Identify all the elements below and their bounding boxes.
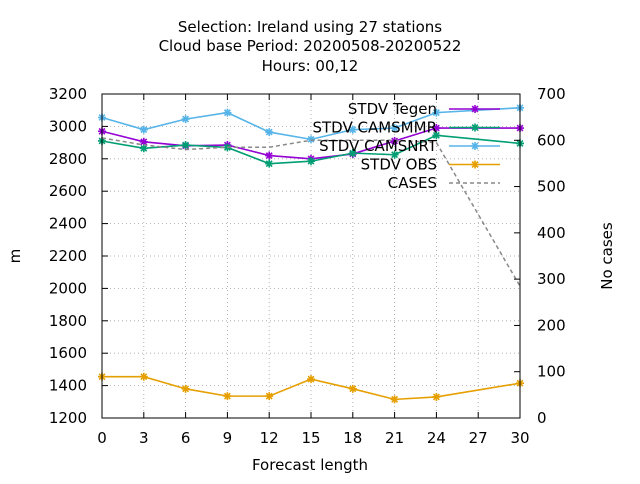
y-tick-label: 1200 xyxy=(49,409,87,427)
y-tick-label: 2000 xyxy=(49,279,87,297)
data-point xyxy=(307,157,315,166)
x-axis-label: Forecast length xyxy=(252,456,368,474)
data-point xyxy=(390,395,399,404)
y-tick-label: 1800 xyxy=(49,312,87,330)
data-point xyxy=(432,392,441,401)
y2-tick-label: 100 xyxy=(537,363,566,381)
x-tick-label: 18 xyxy=(343,429,362,447)
title-line-2: Cloud base Period: 20200508-20200522 xyxy=(159,37,462,55)
data-point xyxy=(265,128,274,137)
y2-axis-label: No cases xyxy=(598,222,616,290)
y2-tick-label: 600 xyxy=(537,131,566,149)
data-point xyxy=(307,375,315,384)
y2-tick-label: 700 xyxy=(537,85,566,103)
y-tick-label: 2800 xyxy=(49,150,87,168)
data-point xyxy=(432,131,441,140)
legend-marker xyxy=(471,160,479,169)
data-point xyxy=(432,108,441,117)
data-point xyxy=(181,141,190,150)
legend-label: STDV CAMSMMR xyxy=(312,119,437,137)
x-tick-label: 3 xyxy=(139,429,149,447)
legend-label: CASES xyxy=(388,174,437,192)
title-line-3: Hours: 00,12 xyxy=(262,57,359,75)
data-point xyxy=(139,137,148,146)
y2-tick-label: 200 xyxy=(537,316,566,334)
data-point xyxy=(390,150,399,159)
data-point xyxy=(432,124,441,133)
data-point xyxy=(139,372,148,381)
x-tick-label: 21 xyxy=(385,429,404,447)
legend-label: STDV OBS xyxy=(361,156,437,174)
x-tick-label: 30 xyxy=(510,429,529,447)
y2-tick-label: 400 xyxy=(537,224,566,242)
x-tick-label: 12 xyxy=(260,429,279,447)
y-tick-label: 2600 xyxy=(49,182,87,200)
x-tick-label: 0 xyxy=(97,429,107,447)
legend-marker xyxy=(471,123,479,132)
legend-marker xyxy=(471,142,479,150)
x-tick-label: 15 xyxy=(301,429,320,447)
data-point xyxy=(139,125,148,134)
data-point xyxy=(223,392,232,401)
data-point xyxy=(223,108,232,117)
x-tick-label: 6 xyxy=(181,429,191,447)
chart-title: Selection: Ireland using 27 stations Clo… xyxy=(159,18,462,75)
y-tick-label: 2400 xyxy=(49,215,87,233)
legend-label: STDV Tegen xyxy=(348,100,437,118)
data-point xyxy=(307,135,315,144)
data-point xyxy=(265,151,274,160)
data-point xyxy=(390,124,399,133)
y2-tick-label: 500 xyxy=(537,178,566,196)
y-axis-label: m xyxy=(6,249,24,264)
data-point xyxy=(348,149,357,158)
axis-ticks: 0 3 6 9 12 15 18 21 24 27 301200140016001800200022… xyxy=(49,85,566,447)
data-point xyxy=(181,115,190,124)
data-point xyxy=(265,392,274,401)
series-line xyxy=(101,127,520,160)
grid xyxy=(102,94,520,418)
series-stdv-tegen xyxy=(98,124,524,163)
y2-tick-label: 0 xyxy=(537,409,547,427)
x-tick-label: 27 xyxy=(469,429,488,447)
series-line xyxy=(102,375,521,401)
legend-marker xyxy=(471,105,479,113)
y-tick-label: 3200 xyxy=(49,85,87,103)
data-point xyxy=(139,144,148,153)
data-point xyxy=(181,384,190,393)
x-tick-label: 24 xyxy=(427,429,446,447)
title-line-1: Selection: Ireland using 27 stations xyxy=(178,18,442,36)
y-tick-label: 1400 xyxy=(49,377,87,395)
data-point xyxy=(348,125,357,134)
series-line xyxy=(101,106,521,141)
y-tick-label: 2200 xyxy=(49,247,87,265)
legend-label: STDV CAMSNRT xyxy=(319,137,438,155)
y-tick-label: 1600 xyxy=(49,344,87,362)
y2-tick-label: 300 xyxy=(537,270,566,288)
data-point xyxy=(265,159,274,168)
series-cases xyxy=(101,137,521,287)
series-layer xyxy=(98,103,524,404)
x-tick-label: 9 xyxy=(223,429,233,447)
y-tick-label: 3000 xyxy=(49,117,87,135)
data-point xyxy=(348,384,357,393)
series-stdv-camsnrt xyxy=(98,103,524,144)
series-line xyxy=(101,137,521,287)
